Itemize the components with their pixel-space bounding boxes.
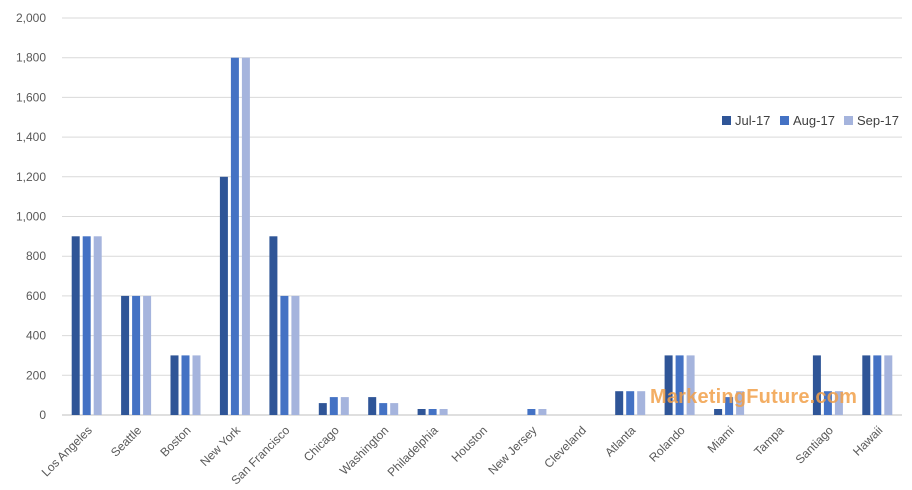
bar (626, 391, 635, 415)
x-tick-label: Miami (705, 423, 738, 456)
x-tick-label: Atlanta (602, 423, 639, 460)
bar (428, 409, 437, 415)
bar (93, 236, 102, 415)
bar (736, 391, 745, 415)
bar (340, 397, 349, 415)
x-tick-label: Washington (337, 423, 391, 477)
bar (615, 391, 624, 415)
bar (181, 355, 190, 415)
bar (219, 176, 228, 415)
bar (417, 409, 426, 415)
y-tick-label: 200 (26, 368, 46, 382)
x-tick-label: Chicago (301, 423, 342, 464)
y-tick-label: 1,200 (16, 170, 46, 184)
watermark: MarketingFuture.com (650, 386, 858, 408)
bar (527, 409, 536, 415)
y-tick-label: 1,800 (16, 51, 46, 65)
x-tick-label: Rolando (646, 423, 688, 465)
y-tick-label: 1,000 (16, 210, 46, 224)
bar (143, 295, 152, 415)
legend-swatch (722, 116, 731, 125)
bar (71, 236, 80, 415)
bar (230, 57, 239, 415)
bar (439, 409, 448, 415)
bar (132, 295, 141, 415)
y-tick-label: 0 (39, 408, 46, 422)
bar (664, 355, 673, 415)
legend-label: Jul-17 (735, 113, 770, 128)
bar (269, 236, 278, 415)
bar (862, 355, 871, 415)
legend-swatch (844, 116, 853, 125)
y-tick-label: 600 (26, 289, 46, 303)
x-tick-label: Boston (157, 423, 193, 459)
bars (71, 57, 893, 415)
x-tick-label: New Jersey (485, 423, 539, 477)
gridlines (62, 17, 902, 416)
x-tick-label: Cleveland (541, 423, 589, 471)
x-tick-label: Philadelphia (385, 423, 441, 479)
x-tick-label: New York (197, 423, 243, 469)
bar (82, 236, 91, 415)
bar (834, 391, 843, 415)
x-tick-label: Santiago (793, 423, 837, 467)
bar (329, 397, 338, 415)
legend: Jul-17 Aug-17 Sep-17 (722, 113, 899, 128)
x-tick-label: Tampa (751, 423, 787, 459)
x-tick-label: Houston (449, 423, 491, 465)
bar (318, 403, 327, 415)
bar (379, 403, 388, 415)
y-tick-label: 400 (26, 329, 46, 343)
bar (368, 397, 377, 415)
bar (675, 355, 684, 415)
y-tick-label: 2,000 (16, 11, 46, 25)
bar (280, 295, 289, 415)
bar (884, 355, 893, 415)
legend-label: Sep-17 (857, 113, 899, 128)
y-tick-label: 800 (26, 249, 46, 263)
y-tick-label: 1,600 (16, 90, 46, 104)
bar (686, 355, 695, 415)
legend-swatch (780, 116, 789, 125)
y-tick-label: 1,400 (16, 130, 46, 144)
bar (873, 355, 882, 415)
bar (390, 403, 399, 415)
bar (823, 391, 832, 415)
bar (192, 355, 201, 415)
x-tick-label: Seattle (108, 423, 145, 460)
legend-label: Aug-17 (793, 113, 835, 128)
bar (121, 295, 130, 415)
bar (637, 391, 646, 415)
bar (714, 409, 723, 415)
x-tick-label: Hawaii (850, 423, 885, 458)
bar (538, 409, 547, 415)
bar (241, 57, 250, 415)
bar (725, 397, 734, 415)
y-axis: 0 200 400 600 800 1,000 1,200 1,400 1,600 1,800 2,… (16, 11, 46, 422)
bar (291, 295, 300, 415)
x-tick-label: Los Angeles (39, 423, 95, 479)
bar (170, 355, 179, 415)
bar (812, 355, 821, 415)
